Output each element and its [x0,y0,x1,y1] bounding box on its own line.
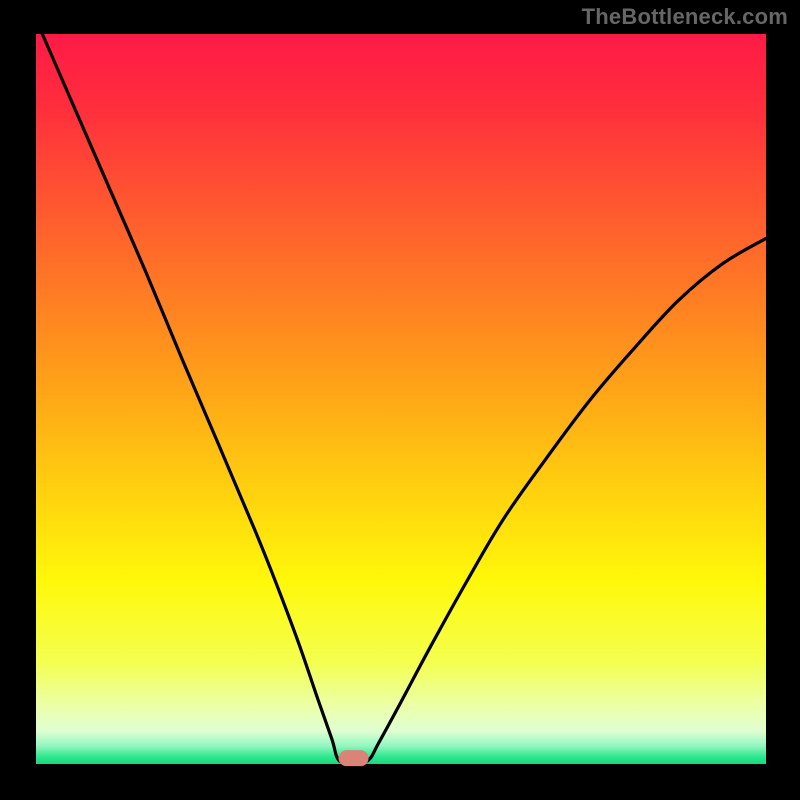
bottleneck-chart [0,0,800,800]
watermark-text: TheBottleneck.com [582,4,788,30]
plot-background [36,34,766,764]
optimum-marker [339,750,369,766]
